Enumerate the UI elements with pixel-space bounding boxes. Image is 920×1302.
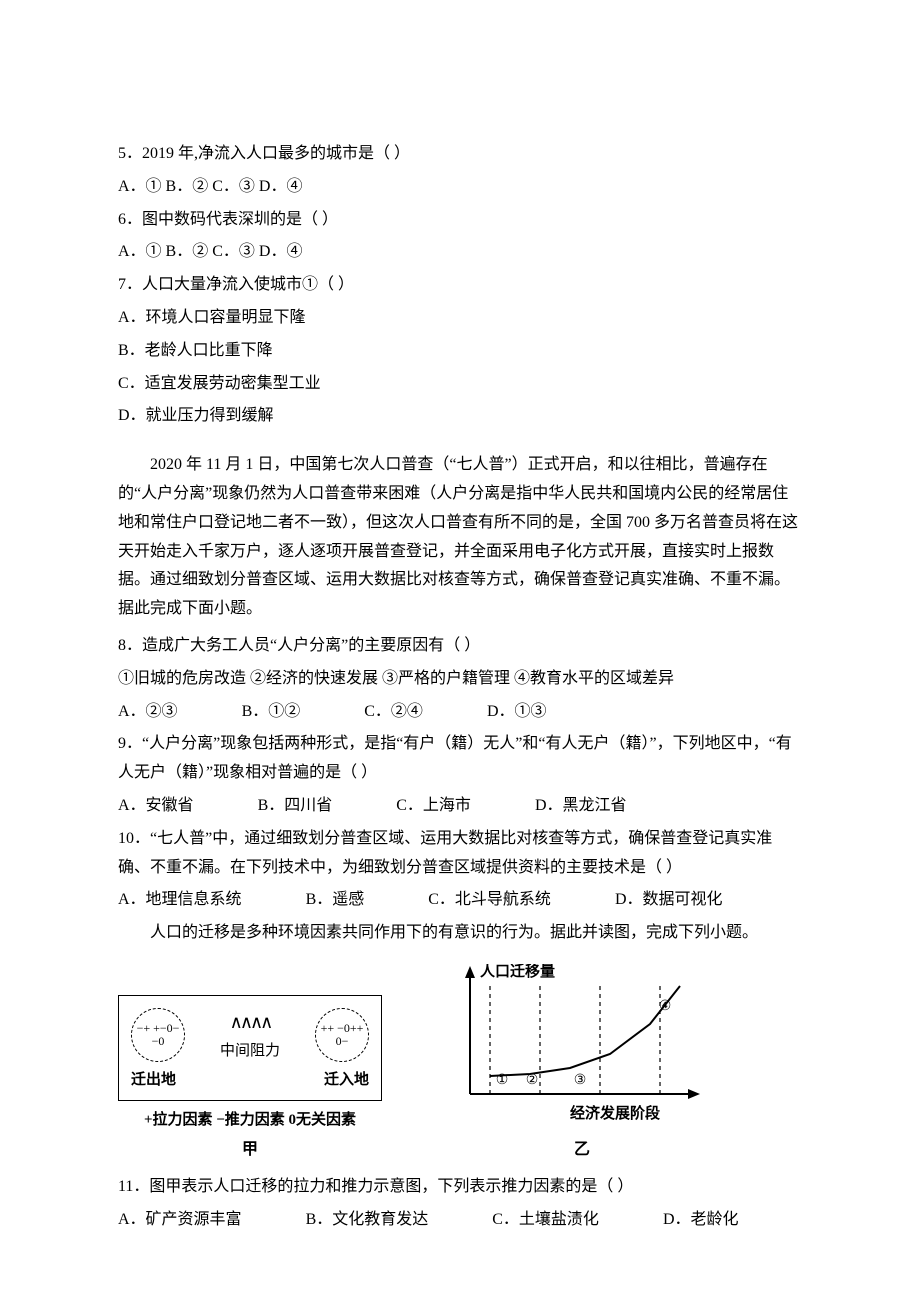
- q10-options: A．地理信息系统 B．遥感 C．北斗导航系统 D．数据可视化: [118, 886, 802, 915]
- q7-option-a: A．环境人口容量明显下隆: [118, 304, 802, 333]
- q6-stem: 6．图中数码代表深圳的是（ ）: [118, 206, 802, 235]
- q7-stem: 7．人口大量净流入使城市①（ ）: [118, 271, 802, 300]
- q10-option-b: B．遥感: [306, 886, 365, 915]
- q11-option-a: A．矿产资源丰富: [118, 1206, 242, 1235]
- figure-b-caption: 乙: [574, 1136, 590, 1165]
- q5-stem: 5．2019 年,净流入人口最多的城市是（ ）: [118, 140, 802, 169]
- figure-a-in-label: 迁入地: [324, 1067, 369, 1094]
- q8-option-d: D．①③: [487, 698, 547, 727]
- svg-text:①: ①: [496, 1073, 509, 1088]
- q9-stem: 9．“人户分离”现象包括两种形式，是指“有户（籍）无人”和“有人无户（籍）”，下…: [118, 730, 802, 788]
- svg-text:人口迁移量: 人口迁移量: [480, 964, 555, 980]
- q9-option-a: A．安徽省: [118, 792, 194, 821]
- figure-b: 人口迁移量经济发展阶段 ① ② ③ ④ 乙: [452, 964, 712, 1165]
- svg-text:③: ③: [574, 1073, 587, 1088]
- figure-a-box: −+ +−0− −0 ∧∧∧∧ 中间阻力 ++ −0++ 0− 迁出地 迁入地: [118, 995, 382, 1101]
- q10-option-c: C．北斗导航系统: [428, 886, 551, 915]
- q8-option-b: B．①②: [242, 698, 301, 727]
- q8-items: ①旧城的危房改造 ②经济的快速发展 ③严格的户籍管理 ④教育水平的区域差异: [118, 665, 802, 694]
- figure-a-in-circle: ++ −0++ 0−: [315, 1008, 369, 1062]
- q11-option-b: B．文化教育发达: [306, 1206, 429, 1235]
- figure-a: −+ +−0− −0 ∧∧∧∧ 中间阻力 ++ −0++ 0− 迁出地 迁入地 …: [118, 995, 382, 1165]
- mountains-icon: ∧∧∧∧: [220, 1006, 280, 1038]
- passage-census: 2020 年 11 月 1 日，中国第七次人口普查（“七人普”）正式开启，和以往…: [118, 451, 802, 624]
- passage-migration: 人口的迁移是多种环境因素共同作用下的有意识的行为。据此并读图，完成下列小题。: [118, 919, 802, 948]
- figure-a-out-label: 迁出地: [131, 1067, 176, 1094]
- q6-options: A．① B．② C．③ D．④: [118, 238, 802, 267]
- q11-stem: 11．图甲表示人口迁移的拉力和推力示意图，下列表示推力因素的是（ ）: [118, 1173, 802, 1202]
- q8-stem: 8．造成广大务工人员“人户分离”的主要原因有（ ）: [118, 632, 802, 661]
- figure-a-legend: +拉力因素 −推力因素 0无关因素: [144, 1107, 356, 1134]
- q9-option-c: C．上海市: [396, 792, 471, 821]
- q9-options: A．安徽省 B．四川省 C．上海市 D．黑龙江省: [118, 792, 802, 821]
- q5-options: A．① B．② C．③ D．④: [118, 173, 802, 202]
- figure-a-out-circle: −+ +−0− −0: [131, 1008, 185, 1062]
- q7-option-d: D．就业压力得到缓解: [118, 402, 802, 431]
- figure-b-chart: 人口迁移量经济发展阶段 ① ② ③ ④: [452, 964, 712, 1134]
- q11-options: A．矿产资源丰富 B．文化教育发达 C．土壤盐渍化 D．老龄化: [118, 1206, 802, 1235]
- q8-option-c: C．②④: [364, 698, 423, 727]
- q9-option-b: B．四川省: [258, 792, 333, 821]
- q7-option-b: B．老龄人口比重下降: [118, 337, 802, 366]
- figure-a-middle-label: 中间阻力: [220, 1038, 280, 1065]
- q11-option-d: D．老龄化: [663, 1206, 739, 1235]
- q9-option-d: D．黑龙江省: [535, 792, 627, 821]
- svg-text:④: ④: [659, 999, 672, 1014]
- q11-option-c: C．土壤盐渍化: [492, 1206, 599, 1235]
- svg-text:②: ②: [526, 1073, 539, 1088]
- svg-text:经济发展阶段: 经济发展阶段: [570, 1104, 660, 1122]
- q10-option-a: A．地理信息系统: [118, 886, 242, 915]
- figures-row: −+ +−0− −0 ∧∧∧∧ 中间阻力 ++ −0++ 0− 迁出地 迁入地 …: [118, 964, 802, 1165]
- q8-options: A．②③ B．①② C．②④ D．①③: [118, 698, 802, 727]
- q7-option-c: C．适宜发展劳动密集型工业: [118, 370, 802, 399]
- q10-option-d: D．数据可视化: [615, 886, 723, 915]
- q8-option-a: A．②③: [118, 698, 178, 727]
- figure-a-caption: 甲: [242, 1136, 258, 1165]
- q10-stem: 10．“七人普”中，通过细致划分普查区域、运用大数据比对核查等方式，确保普查登记…: [118, 825, 802, 883]
